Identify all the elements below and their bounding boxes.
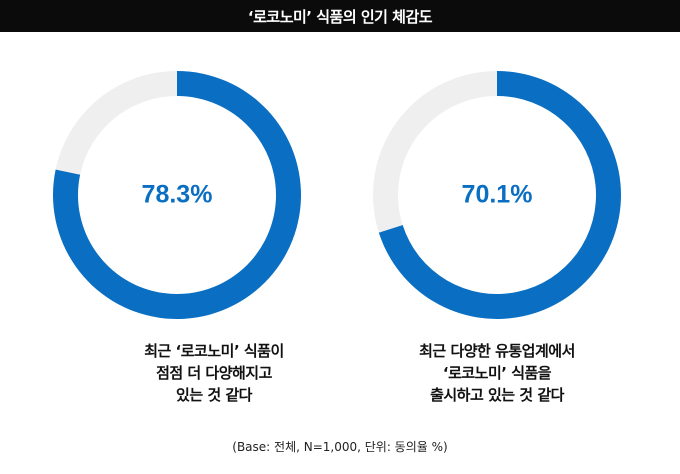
footnote: (Base: 전체, N=1,000, 단위: 동의율 %) bbox=[232, 440, 448, 454]
donut-slice-remainder bbox=[55, 71, 177, 175]
donut-chart-right bbox=[372, 71, 621, 319]
caption-right-line: 최근 다양한 유통업계에서 bbox=[419, 342, 575, 360]
caption-left-line: 있는 것 같다 bbox=[176, 386, 252, 404]
donut-value-label-left: 78.3% bbox=[142, 181, 213, 209]
caption-left: 최근 ‘로코노미’ 식품이 점점 더 다양해지고 있는 것 같다 bbox=[94, 340, 334, 406]
caption-right: 최근 다양한 유통업계에서 ‘로코노미’ 식품을 출시하고 있는 것 같다 bbox=[377, 340, 617, 406]
chart-title: ‘로코노미’ 식품의 인기 체감도 bbox=[247, 7, 433, 26]
caption-left-line: 최근 ‘로코노미’ 식품이 bbox=[144, 342, 284, 360]
chart-title-bar: ‘로코노미’ 식품의 인기 체감도 bbox=[0, 0, 680, 32]
caption-right-line: ‘로코노미’ 식품을 bbox=[442, 364, 552, 382]
donut-value-label-right: 70.1% bbox=[462, 181, 533, 209]
donut-chart-left bbox=[53, 71, 301, 320]
caption-right-line: 출시하고 있는 것 같다 bbox=[430, 386, 564, 404]
donut-slice-remainder bbox=[372, 71, 497, 233]
caption-left-line: 점점 더 다양해지고 bbox=[156, 364, 272, 382]
